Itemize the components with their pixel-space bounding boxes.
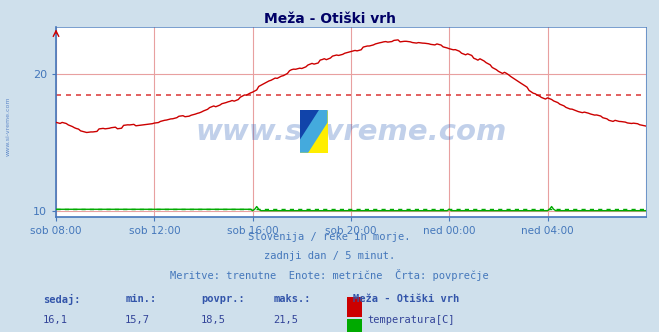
Text: 18,5: 18,5	[201, 315, 226, 325]
Text: maks.:: maks.:	[273, 294, 311, 304]
Text: Slovenija / reke in morje.: Slovenija / reke in morje.	[248, 232, 411, 242]
Text: Meža - Otiški vrh: Meža - Otiški vrh	[264, 12, 395, 26]
Polygon shape	[300, 110, 328, 153]
Text: 21,5: 21,5	[273, 315, 299, 325]
Text: Meritve: trenutne  Enote: metrične  Črta: povprečje: Meritve: trenutne Enote: metrične Črta: …	[170, 269, 489, 281]
Text: www.si-vreme.com: www.si-vreme.com	[195, 118, 507, 145]
Text: min.:: min.:	[125, 294, 156, 304]
Text: 15,7: 15,7	[125, 315, 150, 325]
Text: sedaj:: sedaj:	[43, 294, 80, 305]
Polygon shape	[300, 110, 328, 153]
Text: Meža - Otiški vrh: Meža - Otiški vrh	[353, 294, 459, 304]
Text: zadnji dan / 5 minut.: zadnji dan / 5 minut.	[264, 251, 395, 261]
Text: 16,1: 16,1	[43, 315, 68, 325]
Text: www.si-vreme.com: www.si-vreme.com	[5, 96, 11, 156]
Text: temperatura[C]: temperatura[C]	[367, 315, 455, 325]
Polygon shape	[300, 110, 328, 153]
Text: povpr.:: povpr.:	[201, 294, 244, 304]
